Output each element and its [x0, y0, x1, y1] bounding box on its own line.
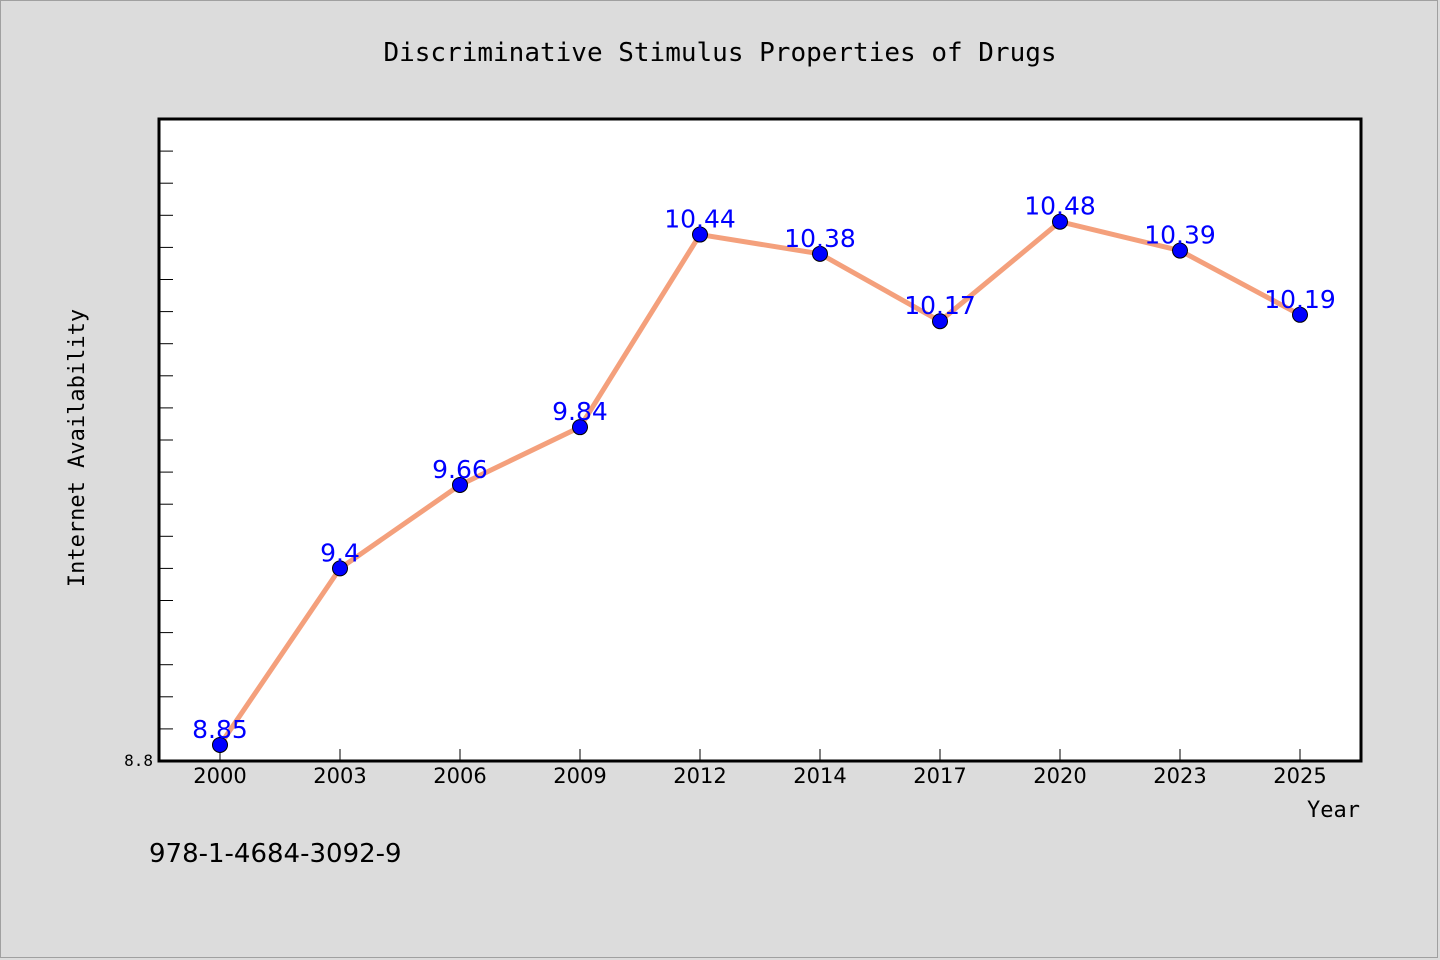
x-tick-label: 2020 — [1033, 764, 1086, 788]
y-tick-label: 8.8 — [124, 751, 153, 770]
data-label: 10.17 — [904, 291, 976, 320]
chart-title: Discriminative Stimulus Properties of Dr… — [383, 38, 1056, 68]
data-label: 10.44 — [664, 205, 736, 234]
data-label: 9.66 — [432, 455, 488, 484]
data-label: 9.4 — [320, 538, 360, 567]
x-axis-label: Year — [1307, 798, 1360, 823]
x-tick-label: 2009 — [553, 764, 606, 788]
x-tick-label: 2017 — [913, 764, 966, 788]
x-tick-label: 2006 — [433, 764, 486, 788]
data-point — [932, 313, 948, 330]
data-point — [1172, 242, 1188, 259]
x-tick-label: 2025 — [1273, 764, 1326, 788]
x-axis-ticks — [219, 749, 1301, 761]
y-axis-ticks — [159, 150, 173, 762]
plot-area — [157, 117, 1363, 763]
data-point — [1052, 213, 1068, 230]
isbn-text: 978-1-4684-3092-9 — [149, 839, 402, 869]
x-tick-label: 2023 — [1153, 764, 1206, 788]
x-axis-tick-labels: 2000 2003 2006 2009 2012 2014 2017 2020 2023 2025 — [193, 764, 1326, 788]
data-point — [692, 226, 708, 243]
data-label: 8.85 — [192, 715, 248, 744]
data-label: 9.84 — [552, 397, 608, 426]
data-point — [812, 245, 828, 262]
x-tick-label: 2012 — [673, 764, 726, 788]
data-point — [572, 419, 588, 436]
x-tick-label: 2000 — [193, 764, 246, 788]
data-labels: 8.85 9.4 9.66 9.84 10.44 10.38 10.17 10.48 10.39… — [192, 192, 1336, 744]
series-line — [217, 219, 1302, 747]
x-tick-label: 2014 — [793, 764, 846, 788]
data-label: 10.48 — [1024, 192, 1096, 221]
data-point — [332, 560, 348, 577]
y-axis-tick-labels: 8.8 — [124, 751, 153, 770]
data-point — [452, 476, 468, 493]
x-tick-label: 2003 — [313, 764, 366, 788]
data-point — [212, 736, 228, 753]
series-markers — [212, 213, 1308, 753]
data-point — [1292, 306, 1308, 323]
data-label: 10.38 — [784, 224, 856, 253]
y-axis-label: Internet Availability — [65, 309, 90, 587]
data-label: 10.39 — [1144, 221, 1216, 250]
data-label: 10.19 — [1264, 285, 1336, 314]
